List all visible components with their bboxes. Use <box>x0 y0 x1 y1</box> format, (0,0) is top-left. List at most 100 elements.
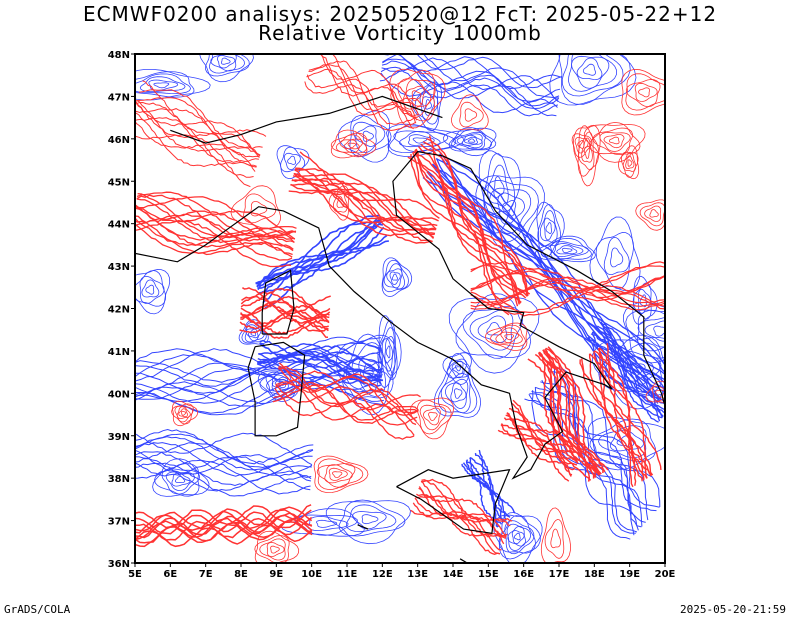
contour-line <box>306 68 417 124</box>
contour-ring <box>148 79 179 91</box>
contour-line <box>135 462 312 497</box>
contour-ring <box>477 315 508 344</box>
contour-ring <box>622 151 637 172</box>
contour-ring <box>378 315 402 388</box>
contour-ring <box>349 115 392 158</box>
contour-ring <box>408 134 435 146</box>
contour-line <box>478 449 516 514</box>
map-title: ECMWF0200 analisys: 20250520@12 FcT: 202… <box>82 2 718 26</box>
x-tick-label: 17E <box>549 569 570 580</box>
contour-ring <box>459 101 484 128</box>
contour-ring <box>389 68 446 129</box>
contour-line <box>255 216 381 285</box>
contour-ring <box>451 94 489 131</box>
contour-ring <box>346 504 397 533</box>
contour-ring <box>266 541 285 557</box>
contour-ring <box>362 130 374 142</box>
contour-line <box>470 276 665 304</box>
contour-ring <box>442 352 472 385</box>
y-tick-label: 42N <box>108 305 130 316</box>
contour-line <box>415 495 508 538</box>
contour-line <box>506 412 579 464</box>
contour-line <box>135 101 260 158</box>
contour-line <box>381 57 559 103</box>
contour-ring <box>651 385 665 402</box>
contour-ring <box>283 152 301 170</box>
contour-line <box>410 153 515 311</box>
y-tick-label: 45N <box>108 177 130 188</box>
contour-line <box>293 173 438 227</box>
contour-line <box>461 463 499 528</box>
contour-ring <box>589 418 656 462</box>
contour-line <box>273 381 419 421</box>
contour-line <box>600 321 665 404</box>
y-tick-label: 38N <box>108 474 130 485</box>
contour-line <box>136 191 297 238</box>
contour-ring <box>332 471 343 478</box>
contour-ring <box>316 463 356 488</box>
contour-ring <box>487 164 509 207</box>
axis-ticks: 5E 6E 7E 8E 9E 10E 11E 12E 13E 14E 15E 16E 17E 18E 19E… <box>108 50 676 580</box>
contour-line <box>308 64 420 116</box>
contour-line <box>135 456 312 492</box>
x-tick-label: 6E <box>163 569 177 580</box>
contour-line <box>135 196 295 243</box>
contour-line <box>278 362 419 414</box>
contour-line <box>135 204 296 240</box>
contour-ring <box>645 380 665 403</box>
contour-line <box>421 478 513 522</box>
contour-line <box>416 54 562 89</box>
contour-ring <box>549 54 637 106</box>
contour-ring <box>139 76 186 93</box>
contour-line <box>135 119 256 172</box>
contour-line <box>470 261 665 290</box>
contour-line <box>294 169 435 239</box>
contour-line <box>135 101 261 157</box>
contour-ring <box>178 408 188 418</box>
contour-line <box>299 151 440 219</box>
y-tick-label: 48N <box>108 50 130 61</box>
contour-line <box>278 367 419 416</box>
contour-line <box>431 164 659 404</box>
contour-line <box>135 380 384 414</box>
contour-ring <box>497 192 525 225</box>
contour-line <box>241 295 331 324</box>
contour-ring <box>419 404 447 431</box>
contour-ring <box>428 411 438 421</box>
contour-ring <box>442 127 497 157</box>
contour-ring <box>152 458 210 497</box>
contour-ring <box>625 73 665 111</box>
contour-line <box>422 176 662 400</box>
contour-line <box>414 149 531 295</box>
contour-line <box>135 370 384 404</box>
contour-line <box>135 353 383 387</box>
contour-ring <box>544 519 565 559</box>
corsica-coastline <box>261 269 295 335</box>
contour-line <box>597 348 652 477</box>
contour-ring <box>391 273 398 281</box>
contour-ring <box>355 125 377 147</box>
contour-ring <box>649 209 659 218</box>
y-tick-label: 39N <box>108 432 130 443</box>
contour-ring <box>513 532 521 541</box>
contour-ring <box>317 458 364 490</box>
contour-line <box>135 442 313 477</box>
contour-ring <box>454 388 463 399</box>
contour-ring <box>287 155 296 165</box>
contour-line <box>413 150 520 305</box>
contour-line <box>135 512 313 539</box>
contour-line <box>470 267 665 295</box>
contour-ring <box>145 284 155 295</box>
contour-ring <box>540 507 571 563</box>
contour-line <box>549 370 657 512</box>
y-tick-label: 37N <box>108 517 130 528</box>
contour-line <box>135 433 314 469</box>
contour-ring <box>339 138 364 154</box>
contour-line <box>135 516 313 541</box>
contour-line <box>470 264 665 292</box>
contour-ring <box>543 217 556 241</box>
contour-ring <box>381 257 413 298</box>
contour-ring <box>539 210 558 243</box>
contour-line <box>598 347 654 476</box>
contour-ring <box>271 374 295 393</box>
